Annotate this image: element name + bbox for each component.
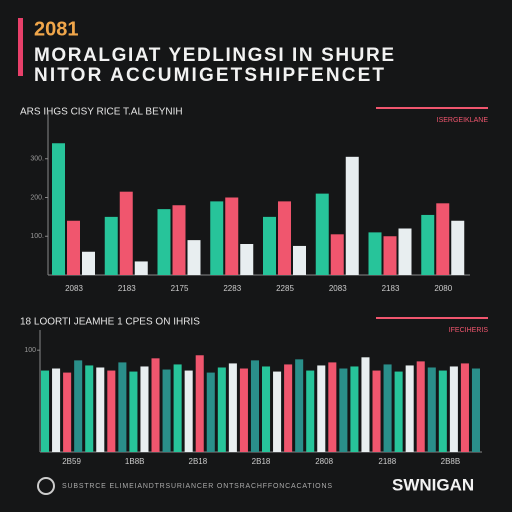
- bar: [449, 366, 458, 452]
- x-tick-label: 2183: [118, 284, 136, 293]
- bar: [41, 370, 50, 452]
- bar: [129, 371, 138, 452]
- bar: [195, 355, 204, 452]
- bar: [421, 214, 435, 275]
- bar: [284, 364, 293, 452]
- bar: [383, 364, 392, 452]
- x-tick-label: 2175: [171, 284, 189, 293]
- x-tick-label: 2B8B: [441, 457, 461, 466]
- bar: [173, 364, 182, 452]
- x-tick-label: 2B18: [189, 457, 208, 466]
- bar: [157, 209, 171, 275]
- bar: [345, 156, 359, 275]
- chart-subtitle: ARS IHGS CISY RICE T.AL BEYNIH: [20, 107, 183, 118]
- bar: [328, 362, 337, 452]
- x-tick-label: 1B8B: [125, 457, 145, 466]
- title-line: NITOR ACCUMIGETSHIPFENCET: [34, 65, 384, 86]
- bar: [250, 360, 259, 452]
- bar: [225, 197, 239, 275]
- bar: [239, 368, 248, 452]
- bar: [293, 245, 306, 275]
- bar: [398, 228, 412, 275]
- bar: [394, 371, 403, 452]
- bar: [210, 201, 224, 275]
- bar: [273, 371, 282, 452]
- bar: [107, 370, 116, 452]
- x-tick-label: 2B18: [252, 457, 271, 466]
- bar: [104, 216, 118, 275]
- bar: [172, 205, 186, 275]
- x-tick-label: 2285: [276, 284, 294, 293]
- bar: [206, 372, 215, 452]
- bar: [315, 193, 329, 275]
- bar: [436, 203, 450, 275]
- bar: [416, 361, 425, 452]
- bar: [119, 191, 133, 275]
- bar: [317, 365, 326, 452]
- bar: [427, 367, 436, 452]
- logo-icon: [37, 477, 55, 495]
- bar: [63, 372, 72, 452]
- x-tick-label: 2808: [315, 457, 333, 466]
- bar: [262, 366, 271, 452]
- bar: [460, 363, 469, 452]
- chart-subtitle: 18 LOORTI JEAMHE 1 CPES ON IHRIS: [20, 317, 200, 328]
- legend-label: IFECIHERIS: [449, 327, 489, 334]
- bar: [438, 370, 447, 452]
- bar: [240, 244, 254, 275]
- bar: [339, 368, 348, 452]
- bar: [187, 240, 201, 275]
- y-tick-label: 200.: [30, 194, 44, 201]
- bar: [368, 232, 382, 275]
- bar: [350, 366, 359, 452]
- x-tick-label: 2B59: [62, 457, 81, 466]
- bar: [184, 370, 193, 452]
- bar: [451, 220, 465, 275]
- brand: SWNIGAN: [392, 475, 474, 494]
- bar: [162, 369, 171, 452]
- x-tick-label: 2083: [65, 284, 83, 293]
- bar: [96, 367, 105, 452]
- y-tick-label: 100.: [30, 233, 44, 240]
- bar: [82, 251, 95, 275]
- bar: [118, 362, 127, 452]
- bar: [52, 368, 61, 452]
- bar: [306, 370, 315, 452]
- accent-bar: [18, 18, 23, 76]
- bar: [471, 368, 480, 452]
- bar: [405, 365, 414, 452]
- bar: [217, 367, 226, 452]
- x-tick-label: 2188: [378, 457, 396, 466]
- bar: [52, 143, 65, 275]
- x-tick-label: 2283: [223, 284, 241, 293]
- bar: [228, 363, 237, 452]
- y-tick-label: 300.: [30, 156, 44, 163]
- bar: [383, 236, 397, 275]
- bar: [295, 359, 304, 452]
- bar: [140, 366, 149, 452]
- bar: [151, 358, 160, 452]
- x-tick-label: 2080: [434, 284, 452, 293]
- bar: [278, 201, 291, 275]
- bar: [74, 360, 83, 452]
- bar: [85, 365, 94, 452]
- footer-note: SUBSTRCE ELIMEIANDTRSURIANCER ONTSRACHFF…: [62, 483, 332, 490]
- bar: [263, 216, 276, 275]
- bar: [361, 357, 370, 452]
- bar: [67, 220, 80, 275]
- y-tick-label: 100: [24, 347, 36, 354]
- bar: [372, 370, 381, 452]
- bar: [330, 234, 344, 275]
- legend-label: ISERGEIKLANE: [437, 117, 489, 124]
- bar: [134, 261, 148, 275]
- title-line: MORALGIAT YEDLINGSI IN SHURE: [34, 45, 394, 66]
- x-tick-label: 2183: [382, 284, 400, 293]
- year: 2081: [34, 18, 79, 40]
- x-tick-label: 2083: [329, 284, 347, 293]
